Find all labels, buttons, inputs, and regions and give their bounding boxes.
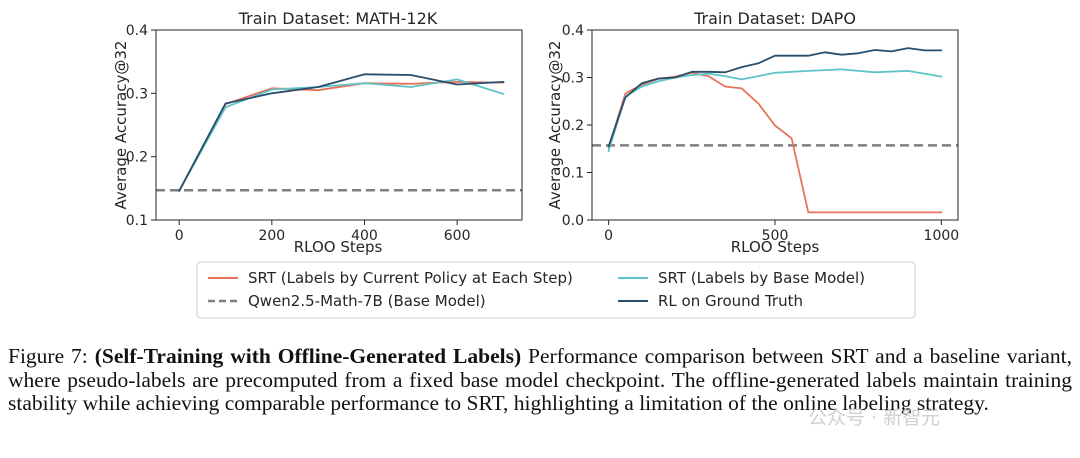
y-tick-label: 0.1: [126, 213, 148, 229]
y-tick-label: 0.3: [126, 86, 148, 102]
legend-entry-srt-current-policy: SRT (Labels by Current Policy at Each St…: [208, 269, 573, 287]
series-line-srt-labels-by-current-policy-at-each-step: [178, 81, 505, 192]
x-tick-label: 500: [762, 228, 789, 244]
x-tick-label: 1000: [924, 228, 960, 244]
y-axis-label: Average Accuracy@32: [112, 41, 130, 210]
y-tick-label: 0.2: [562, 118, 584, 134]
x-axis-label: RLOO Steps: [294, 238, 383, 256]
caption-label: Figure 7:: [8, 344, 88, 368]
y-tick-label: 0.3: [562, 71, 584, 87]
y-tick-label: 0.4: [126, 23, 148, 39]
y-tick-label: 0.2: [126, 150, 148, 166]
legend-frame: [196, 261, 916, 319]
series-line-srt-labels-by-current-policy-at-each-step: [607, 71, 943, 214]
watermark: 公众号 · 新智元: [808, 407, 941, 429]
y-axis-label: Average Accuracy@32: [546, 41, 564, 210]
x-tick-label: 600: [444, 228, 471, 244]
series-line-srt-labels-by-base-model: [178, 78, 505, 192]
x-axis-label: RLOO Steps: [731, 238, 820, 256]
y-tick-label: 0.0: [562, 213, 584, 229]
legend: SRT (Labels by Current Policy at Each St…: [196, 261, 916, 319]
plot-frame: [155, 29, 523, 221]
chart-math12k: Train Dataset: MATH-12K RLOO Steps Avera…: [112, 9, 523, 256]
legend-entry-qwen-base: Qwen2.5-Math-7B (Base Model): [208, 292, 486, 310]
chart-title: Train Dataset: DAPO: [693, 9, 856, 28]
series-line-rl-on-ground-truth: [178, 73, 505, 192]
x-tick-label: 0: [604, 228, 613, 244]
legend-entry-rl-ground-truth: RL on Ground Truth: [618, 292, 803, 310]
series-line-rl-on-ground-truth: [607, 47, 943, 148]
caption-title: (Self-Training with Offline-Generated La…: [94, 344, 522, 368]
series-line-srt-labels-by-base-model: [607, 68, 943, 153]
legend-label: RL on Ground Truth: [658, 292, 803, 310]
chart-dapo: Train Dataset: DAPO RLOO Steps Average A…: [546, 9, 959, 256]
plot-frame: [591, 29, 959, 221]
legend-label: SRT (Labels by Current Policy at Each St…: [248, 269, 573, 287]
y-tick-label: 0.1: [562, 166, 584, 182]
legend-entry-srt-base-model: SRT (Labels by Base Model): [618, 269, 865, 287]
x-tick-label: 400: [351, 228, 378, 244]
caption-body: Performance comparison between SRT and a…: [8, 344, 1073, 415]
figure-caption: Figure 7: (Self-Training with Offline-Ge…: [8, 344, 1073, 416]
y-tick-label: 0.4: [562, 23, 584, 39]
legend-label: SRT (Labels by Base Model): [658, 269, 865, 287]
figure-7-charts: Train Dataset: MATH-12K RLOO Steps Avera…: [112, 9, 959, 319]
x-tick-label: 200: [258, 228, 285, 244]
legend-label: Qwen2.5-Math-7B (Base Model): [248, 292, 486, 310]
chart-title: Train Dataset: MATH-12K: [238, 9, 438, 28]
x-tick-label: 0: [175, 228, 184, 244]
